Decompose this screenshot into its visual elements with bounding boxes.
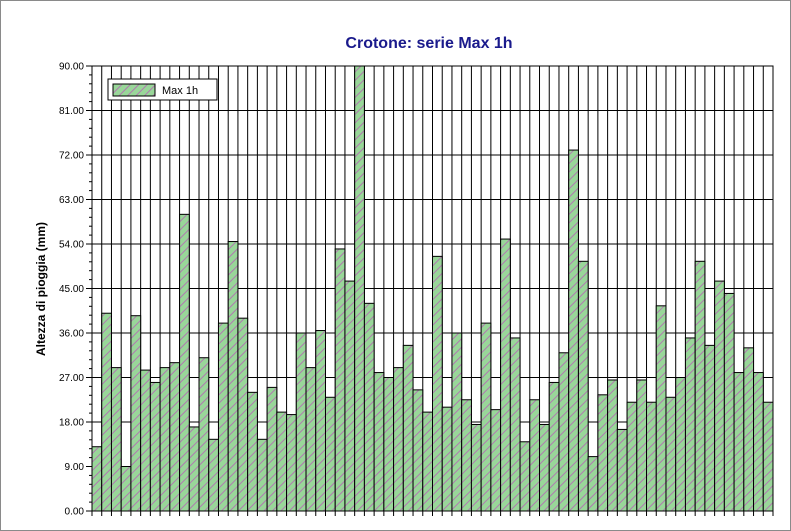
bar [363,302,375,512]
bar [684,337,696,512]
bar [607,379,618,512]
bar [412,389,424,512]
bar [655,305,667,512]
bar [110,367,122,512]
bar [753,372,764,512]
bar [733,372,745,512]
bar [286,414,297,512]
bar [665,396,677,512]
bar [237,317,249,512]
bar [762,401,774,512]
bar [120,466,132,512]
bar [646,401,657,512]
bar [539,423,550,512]
bar [432,255,443,512]
y-tick-label: 81.00 [59,106,84,117]
bar [179,213,190,512]
bar [548,381,560,512]
bar [159,367,171,512]
bar [295,332,307,512]
bar [130,315,142,512]
bar [441,406,453,512]
bar [149,381,161,512]
y-tick-label: 72.00 [59,151,84,162]
y-tick-label: 90.00 [59,62,84,73]
bar [568,149,579,512]
bar [490,409,502,512]
bar [558,352,570,512]
y-tick-label: 36.00 [59,329,84,340]
y-tick-label: 18.00 [59,418,84,429]
bar [334,248,346,512]
bar [247,391,258,512]
bar [373,372,385,512]
y-tick-label: 0.00 [65,507,85,518]
bar [714,280,725,512]
bar [461,399,472,512]
legend: Max 1h [107,78,218,101]
bar [636,379,648,512]
bar [227,241,239,512]
y-tick-label: 54.00 [59,240,84,251]
y-axis: 0.00 9.00 18.00 27.00 36.00 45.00 54.00 63.00 72… [59,62,92,518]
bar [587,456,599,512]
bar [694,260,706,512]
bar [324,396,336,512]
bar [169,362,181,512]
legend-label: Max 1h [162,85,198,97]
y-tick-label: 9.00 [65,462,85,473]
bar [402,344,414,512]
bar [354,65,365,512]
bar [704,344,716,512]
bar [305,367,317,512]
y-tick-label: 63.00 [59,195,84,206]
y-tick-label: 27.00 [59,373,84,384]
y-tick-label: 45.00 [59,284,84,295]
bar [188,426,200,512]
bar [344,280,356,512]
bar [422,411,433,512]
legend-swatch [112,83,156,97]
bar [509,337,521,512]
bar [198,357,210,512]
bar [675,377,686,512]
bar [616,428,628,512]
chart-title: Crotone: serie Max 1h [345,35,512,52]
bar [140,369,151,512]
x-axis [91,511,774,516]
bar [451,332,463,512]
bar [529,399,541,512]
bar [256,438,268,512]
bar [393,367,404,512]
bar [519,441,531,512]
bar [266,386,278,512]
bar [480,322,492,512]
bar [208,438,219,512]
bar [276,411,288,512]
bar [101,312,112,512]
bar [315,330,326,512]
plot-border [91,65,774,512]
y-axis-label: Altezza di pioggia (mm) [34,222,48,356]
bar [626,401,638,512]
bar [383,377,395,512]
bar [217,322,229,512]
bar [743,347,755,512]
bar [470,423,482,512]
bar [723,292,735,512]
bar [577,260,589,512]
bars [91,65,774,512]
bar [91,446,103,512]
bar [500,238,511,512]
bar [597,394,609,512]
